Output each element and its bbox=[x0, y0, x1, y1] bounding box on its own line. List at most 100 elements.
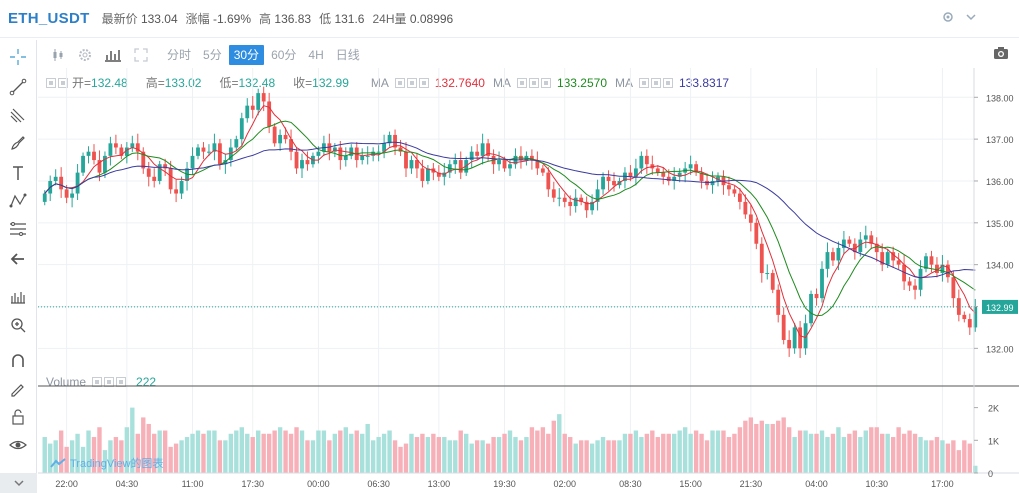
candle-body bbox=[250, 105, 255, 110]
volume-bar bbox=[376, 437, 381, 473]
ma3-value: 133.8317 bbox=[679, 75, 730, 90]
timeframe-list: 分时 5分 30分 60分 4H 日线 bbox=[154, 45, 365, 65]
candle-body bbox=[157, 164, 162, 181]
ohlc-legend: 开= 132.48 高= 133.02 低= 132.48 收= 132.99 MA 1… bbox=[46, 74, 729, 91]
candle-body bbox=[655, 168, 660, 173]
volume-bar bbox=[141, 417, 146, 473]
indicators-button[interactable] bbox=[98, 45, 128, 65]
pitchfork-icon[interactable] bbox=[7, 104, 29, 126]
candle-body bbox=[393, 134, 397, 148]
timeframe-button[interactable]: 分时 bbox=[167, 48, 192, 62]
header-tools bbox=[941, 10, 977, 27]
volume-bar bbox=[420, 433, 425, 473]
candle-body bbox=[814, 293, 819, 299]
candle-body bbox=[787, 339, 792, 349]
volume-bar bbox=[256, 430, 261, 473]
symbol-title[interactable]: ETH_USDT bbox=[8, 10, 90, 27]
zoom-icon[interactable] bbox=[7, 314, 29, 336]
pattern-icon[interactable] bbox=[7, 190, 29, 212]
collapse-toolbar-button[interactable] bbox=[0, 473, 37, 493]
legend-control-icon[interactable] bbox=[540, 77, 551, 88]
chart-settings-button[interactable] bbox=[72, 45, 98, 65]
volume-bar bbox=[776, 420, 781, 473]
volume-bar bbox=[86, 430, 91, 473]
text-icon[interactable] bbox=[7, 162, 29, 184]
candle-body bbox=[754, 222, 759, 244]
candle-body bbox=[179, 180, 184, 194]
volume-bar bbox=[661, 433, 666, 473]
candle-body bbox=[387, 134, 392, 144]
candle-body bbox=[480, 143, 485, 156]
volume-bar bbox=[338, 430, 343, 473]
ruler-icon[interactable] bbox=[7, 286, 29, 308]
volume-bar bbox=[228, 433, 234, 473]
volume-bar bbox=[130, 407, 135, 473]
candle-body bbox=[874, 243, 879, 253]
candle-body bbox=[376, 151, 381, 153]
change-label: 涨幅 bbox=[185, 12, 210, 26]
candle-body bbox=[776, 289, 781, 315]
trend-line-icon[interactable] bbox=[7, 76, 29, 98]
candle-body bbox=[962, 314, 967, 320]
price-chart[interactable]: 138.00137.00136.00135.00134.00133.00132.… bbox=[38, 68, 1019, 493]
drawing-toolbar bbox=[0, 40, 37, 493]
candle-body bbox=[212, 143, 217, 152]
volume-bar bbox=[58, 430, 64, 473]
candle-body bbox=[644, 155, 649, 165]
ma-label: MA bbox=[370, 75, 389, 90]
volume-bar bbox=[168, 446, 173, 473]
volume-bar bbox=[814, 433, 819, 473]
legend-control-icon[interactable] bbox=[516, 77, 527, 88]
volume-bar bbox=[737, 427, 743, 473]
candle-body bbox=[278, 134, 283, 144]
time-tick-label: 04:00 bbox=[805, 479, 828, 489]
legend-control-icon[interactable] bbox=[46, 77, 56, 88]
fullscreen-button[interactable] bbox=[128, 45, 154, 65]
volume-bar bbox=[863, 430, 868, 473]
timeframe-button[interactable]: 日线 bbox=[335, 48, 360, 62]
legend-control-icon[interactable] bbox=[528, 77, 539, 88]
tradingview-brand[interactable]: TradingView的图表 bbox=[50, 455, 164, 471]
candle-body bbox=[508, 164, 512, 169]
volume-bar bbox=[847, 433, 852, 473]
legend-control-icon[interactable] bbox=[418, 77, 429, 88]
candle-body bbox=[770, 273, 775, 290]
legend-control-icon[interactable] bbox=[651, 77, 661, 88]
candle-body bbox=[163, 164, 168, 169]
candle-style-icon bbox=[53, 49, 63, 61]
pencil-lock-icon[interactable] bbox=[7, 378, 29, 400]
volume-bar bbox=[392, 440, 398, 473]
legend-control-icon[interactable] bbox=[663, 77, 673, 88]
legend-control-icon[interactable] bbox=[406, 77, 417, 88]
volume-bar bbox=[962, 440, 967, 473]
fib-icon[interactable] bbox=[7, 218, 29, 240]
volume-bar bbox=[431, 433, 436, 473]
eye-icon[interactable] bbox=[7, 434, 29, 456]
legend-control-icon[interactable] bbox=[58, 77, 68, 88]
back-arrow-icon[interactable] bbox=[7, 248, 29, 270]
camera-icon[interactable] bbox=[993, 46, 1009, 63]
volume-bar bbox=[600, 437, 606, 473]
volume-bar bbox=[880, 433, 885, 473]
settings-icon[interactable] bbox=[941, 10, 955, 27]
volume-tick-label: 2K bbox=[988, 404, 999, 414]
brush-icon[interactable] bbox=[7, 132, 29, 154]
candle-body bbox=[584, 201, 589, 211]
lock-icon[interactable] bbox=[7, 406, 29, 428]
timeframe-button[interactable]: 5分 bbox=[203, 48, 222, 62]
legend-control-icon[interactable] bbox=[394, 77, 405, 88]
crosshair-icon[interactable] bbox=[7, 46, 29, 68]
candle-body bbox=[863, 235, 868, 240]
candle-body bbox=[75, 172, 80, 194]
volume-bar bbox=[874, 427, 879, 473]
timeframe-button[interactable]: 30分 bbox=[228, 45, 265, 65]
candle-style-button[interactable] bbox=[46, 45, 72, 65]
volume-bar bbox=[951, 440, 956, 473]
candle-body bbox=[573, 197, 578, 207]
magnet-icon[interactable] bbox=[7, 350, 29, 372]
chevron-down-icon[interactable] bbox=[965, 11, 977, 26]
volume-24h-stat: 24H量 0.08996 bbox=[372, 10, 453, 27]
timeframe-button[interactable]: 4H bbox=[308, 48, 324, 62]
timeframe-button[interactable]: 60分 bbox=[271, 48, 297, 62]
legend-control-icon[interactable] bbox=[639, 77, 649, 88]
